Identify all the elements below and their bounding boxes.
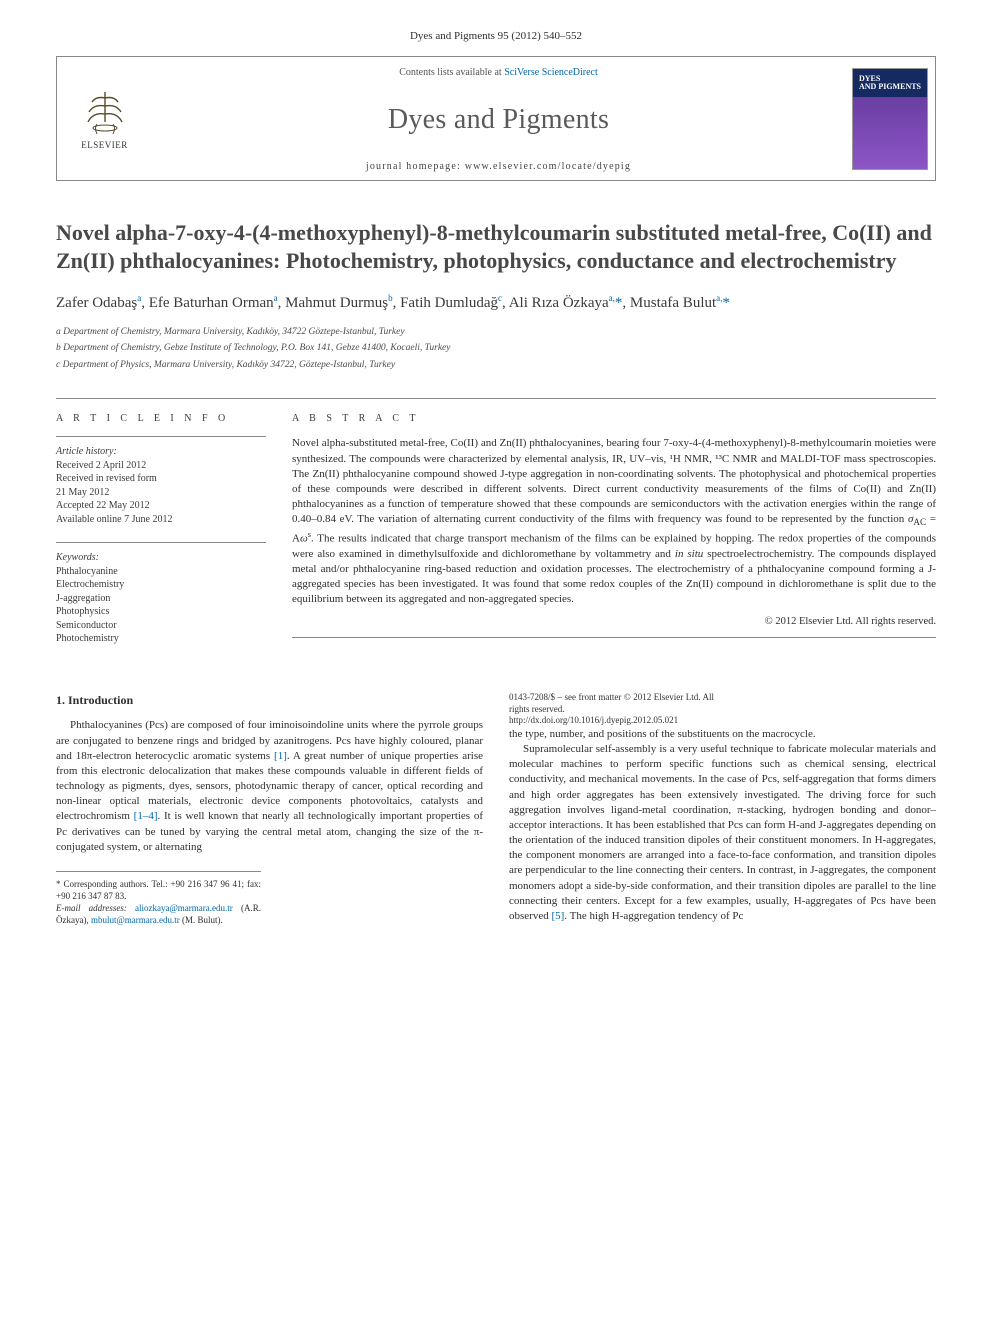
elsevier-tree-icon	[80, 88, 130, 138]
history-received: Received 2 April 2012	[56, 459, 266, 473]
journal-homepage-line: journal homepage: www.elsevier.com/locat…	[366, 161, 631, 172]
section-number: 1.	[56, 693, 65, 707]
body-two-column: 1. Introduction Phthalocyanines (Pcs) ar…	[56, 692, 936, 932]
email-link-2[interactable]: mbulut@marmara.edu.tr	[91, 915, 180, 925]
journal-header-box: ELSEVIER Contents lists available at Sci…	[56, 56, 936, 181]
cover-thumbnail-cell: DYESAND PIGMENTS	[845, 57, 935, 180]
history-online: Available online 7 June 2012	[56, 513, 266, 527]
journal-reference: Dyes and Pigments 95 (2012) 540–552	[56, 30, 936, 42]
keyword-item: Photochemistry	[56, 632, 266, 646]
keywords-title: Keywords:	[56, 551, 266, 565]
header-center: Contents lists available at SciVerse Sci…	[152, 57, 845, 180]
body-paragraph-continuation: the type, number, and positions of the s…	[509, 727, 936, 742]
front-matter-meta: 0143-7208/$ – see front matter © 2012 El…	[509, 692, 714, 727]
cover-text-2: AND PIGMENTS	[859, 82, 921, 91]
article-history-block: Article history: Received 2 April 2012 R…	[56, 445, 266, 526]
body-paragraph: Supramolecular self-assembly is a very u…	[509, 742, 936, 924]
affiliation-a: a Department of Chemistry, Marmara Unive…	[56, 324, 936, 339]
corresponding-author-note: * Corresponding authors. Tel.: +90 216 3…	[56, 878, 261, 902]
publisher-logo-cell: ELSEVIER	[57, 57, 152, 180]
contents-available-line: Contents lists available at SciVerse Sci…	[399, 67, 598, 78]
article-info-column: A R T I C L E I N F O Article history: R…	[56, 398, 266, 662]
abstract-column: A B S T R A C T Novel alpha-substituted …	[292, 398, 936, 662]
email-label: E-mail addresses:	[56, 903, 127, 913]
section-heading: 1. Introduction	[56, 692, 483, 709]
homepage-url[interactable]: www.elsevier.com/locate/dyepig	[465, 161, 631, 172]
info-abstract-row: A R T I C L E I N F O Article history: R…	[56, 398, 936, 662]
article-info-label: A R T I C L E I N F O	[56, 413, 266, 424]
section-title: Introduction	[68, 693, 133, 707]
abstract-text: Novel alpha-substituted metal-free, Co(I…	[292, 436, 936, 607]
keyword-item: Phthalocyanine	[56, 565, 266, 579]
affiliation-b: b Department of Chemistry, Gebze Institu…	[56, 340, 936, 355]
journal-name: Dyes and Pigments	[388, 104, 609, 136]
article-title: Novel alpha-7-oxy-4-(4-methoxyphenyl)-8-…	[56, 219, 936, 274]
homepage-prefix: journal homepage:	[366, 161, 465, 172]
contents-prefix: Contents lists available at	[399, 67, 504, 78]
issn-line: 0143-7208/$ – see front matter © 2012 El…	[509, 692, 714, 715]
keyword-item: Photophysics	[56, 605, 266, 619]
affiliations-block: a Department of Chemistry, Marmara Unive…	[56, 324, 936, 372]
history-revised-1: Received in revised form	[56, 472, 266, 486]
publisher-label: ELSEVIER	[81, 140, 128, 150]
keyword-item: Electrochemistry	[56, 578, 266, 592]
email-line: E-mail addresses: aliozkaya@marmara.edu.…	[56, 902, 261, 926]
email-who-2: (M. Bulut).	[182, 915, 223, 925]
doi-line[interactable]: http://dx.doi.org/10.1016/j.dyepig.2012.…	[509, 715, 714, 727]
journal-cover-thumbnail: DYESAND PIGMENTS	[852, 68, 928, 170]
affiliation-c: c Department of Physics, Marmara Univers…	[56, 357, 936, 372]
history-revised-2: 21 May 2012	[56, 486, 266, 500]
footnotes-block: * Corresponding authors. Tel.: +90 216 3…	[56, 871, 261, 927]
abstract-label: A B S T R A C T	[292, 413, 936, 424]
authors-list: Zafer Odabaşa, Efe Baturhan Ormana, Mahm…	[56, 292, 936, 314]
keyword-item: Semiconductor	[56, 619, 266, 633]
history-title: Article history:	[56, 445, 266, 459]
keywords-block: Keywords: Phthalocyanine Electrochemistr…	[56, 551, 266, 646]
abstract-copyright: © 2012 Elsevier Ltd. All rights reserved…	[292, 616, 936, 627]
history-accepted: Accepted 22 May 2012	[56, 499, 266, 513]
email-link-1[interactable]: aliozkaya@marmara.edu.tr	[135, 903, 233, 913]
body-paragraph: Phthalocyanines (Pcs) are composed of fo…	[56, 718, 483, 855]
keyword-item: J-aggregation	[56, 592, 266, 606]
sciencedirect-link[interactable]: SciVerse ScienceDirect	[504, 67, 598, 78]
